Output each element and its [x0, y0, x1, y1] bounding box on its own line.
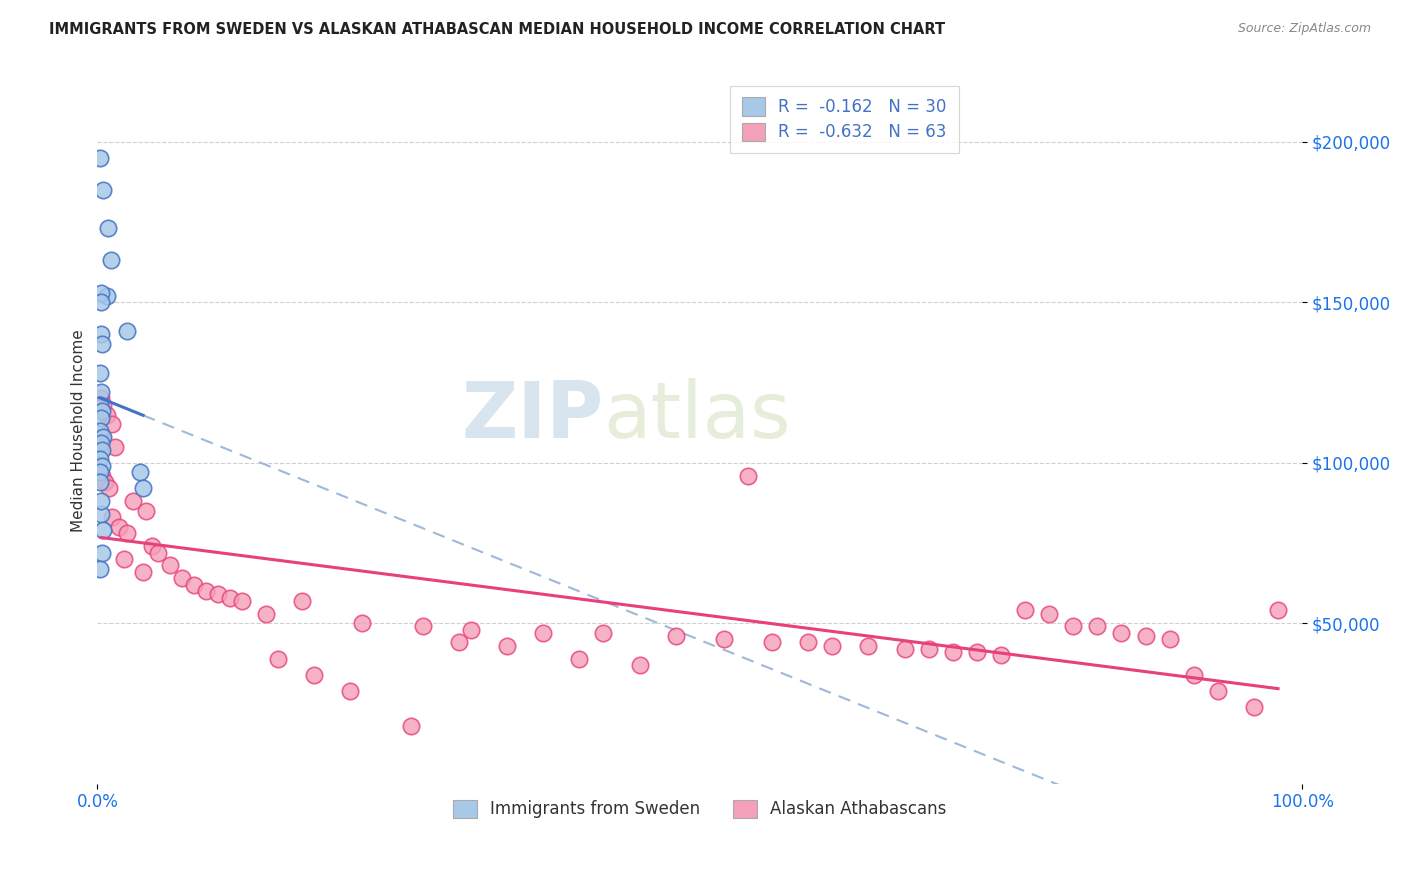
Point [117, 324, 139, 338]
Point [628, 657, 651, 672]
Point [96, 289, 118, 303]
Point [412, 619, 434, 633]
Point [159, 558, 181, 573]
Point [89, 561, 111, 575]
Point [89, 151, 111, 165]
Point [291, 593, 314, 607]
Point [146, 545, 169, 559]
Point [665, 629, 688, 643]
Point [218, 591, 240, 605]
Point [183, 577, 205, 591]
Point [1267, 603, 1289, 617]
Legend: Immigrants from Sweden, Alaskan Athabascans: Immigrants from Sweden, Alaskan Athabasc… [447, 793, 953, 825]
Point [93, 398, 115, 412]
Point [91, 442, 114, 457]
Point [100, 253, 122, 268]
Point [101, 510, 124, 524]
Point [141, 539, 163, 553]
Text: Source: ZipAtlas.com: Source: ZipAtlas.com [1237, 22, 1371, 36]
Point [108, 520, 131, 534]
Point [90, 385, 112, 400]
Point [568, 651, 591, 665]
Point [352, 616, 374, 631]
Point [942, 645, 965, 659]
Text: atlas: atlas [603, 378, 790, 454]
Text: ZIP: ZIP [461, 378, 603, 454]
Point [89, 398, 111, 412]
Point [761, 635, 783, 649]
Point [89, 475, 111, 489]
Point [966, 645, 988, 659]
Point [737, 468, 759, 483]
Point [858, 639, 880, 653]
Point [93, 430, 115, 444]
Point [170, 571, 193, 585]
Point [194, 584, 217, 599]
Point [1135, 629, 1157, 643]
Point [104, 440, 127, 454]
Point [89, 466, 111, 480]
Point [302, 667, 325, 681]
Point [254, 607, 277, 621]
Point [96, 408, 118, 422]
Point [132, 565, 155, 579]
Point [531, 625, 554, 640]
Point [93, 475, 115, 489]
Y-axis label: Median Household Income: Median Household Income [72, 329, 86, 532]
Point [1085, 619, 1108, 633]
Point [1014, 603, 1036, 617]
Point [112, 552, 135, 566]
Point [90, 327, 112, 342]
Point [98, 482, 121, 496]
Point [267, 651, 290, 665]
Point [89, 452, 111, 467]
Point [97, 221, 120, 235]
Point [128, 466, 150, 480]
Point [117, 526, 139, 541]
Point [1182, 667, 1205, 681]
Point [89, 424, 111, 438]
Point [1038, 607, 1060, 621]
Point [1159, 632, 1181, 647]
Point [447, 635, 470, 649]
Point [90, 436, 112, 450]
Point [592, 625, 614, 640]
Point [132, 482, 155, 496]
Point [1062, 619, 1084, 633]
Point [91, 545, 114, 559]
Point [918, 641, 941, 656]
Point [460, 623, 482, 637]
Point [93, 183, 115, 197]
Point [91, 458, 114, 473]
Point [207, 587, 229, 601]
Point [496, 639, 519, 653]
Point [399, 719, 422, 733]
Point [91, 404, 114, 418]
Point [90, 410, 112, 425]
Point [1243, 699, 1265, 714]
Point [797, 635, 820, 649]
Point [893, 641, 915, 656]
Point [821, 639, 844, 653]
Point [231, 593, 253, 607]
Point [91, 468, 114, 483]
Text: IMMIGRANTS FROM SWEDEN VS ALASKAN ATHABASCAN MEDIAN HOUSEHOLD INCOME CORRELATION: IMMIGRANTS FROM SWEDEN VS ALASKAN ATHABA… [49, 22, 945, 37]
Point [90, 295, 112, 310]
Point [122, 494, 145, 508]
Point [93, 523, 115, 537]
Point [713, 632, 735, 647]
Point [101, 417, 124, 432]
Point [91, 430, 114, 444]
Point [90, 285, 112, 300]
Point [1111, 625, 1133, 640]
Point [135, 504, 157, 518]
Point [990, 648, 1012, 663]
Point [339, 683, 361, 698]
Point [90, 507, 112, 521]
Point [1206, 683, 1229, 698]
Point [91, 337, 114, 351]
Point [89, 366, 111, 380]
Point [90, 392, 112, 406]
Point [90, 494, 112, 508]
